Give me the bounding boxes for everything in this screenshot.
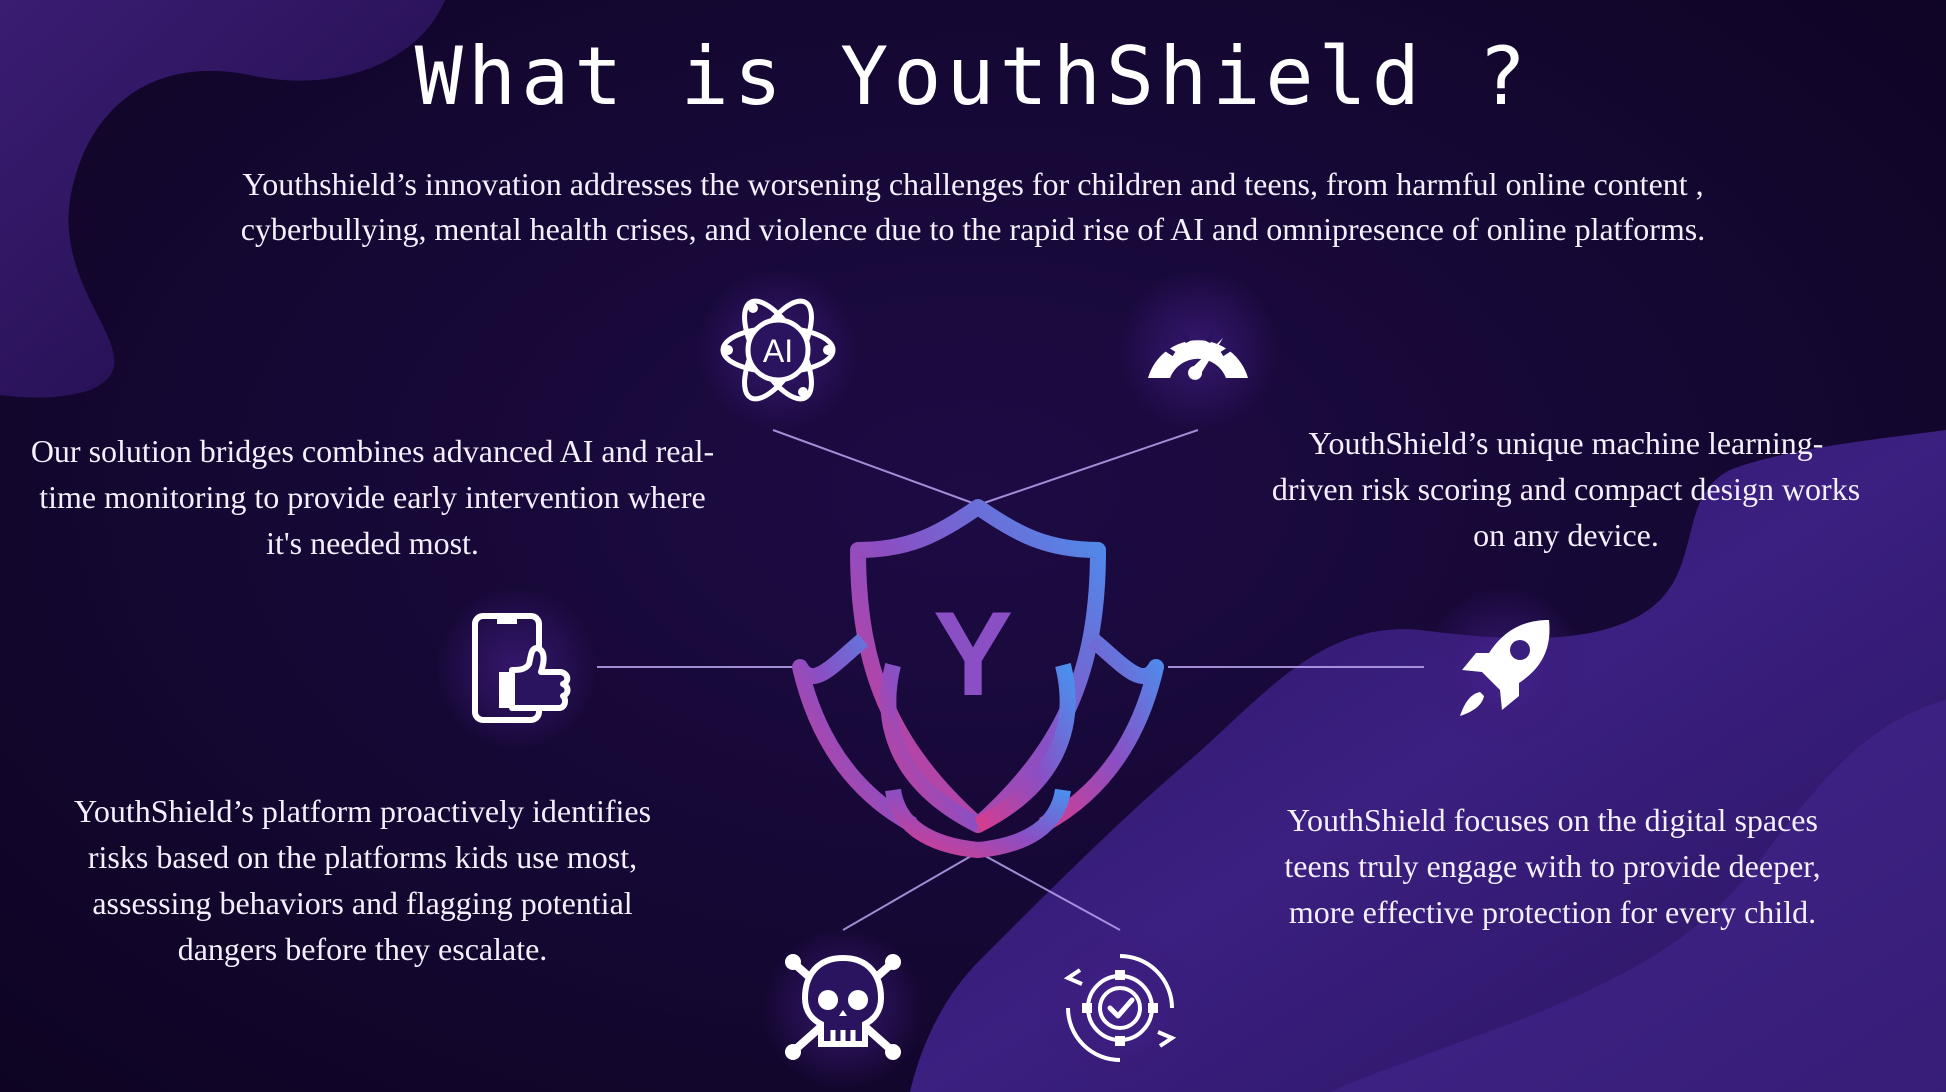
connector-gauge bbox=[977, 429, 1199, 506]
gear-check-icon bbox=[1063, 954, 1177, 1062]
connector-gear bbox=[977, 851, 1121, 931]
feature-digital-spaces: YouthShield focuses on the digital space… bbox=[1284, 802, 1821, 930]
connector-ai bbox=[772, 429, 979, 506]
feature-ml-risk-scoring: YouthShield’s unique machine learning-dr… bbox=[1271, 425, 1861, 553]
page-title: What is YouthShield ? bbox=[414, 30, 1532, 123]
feature-platform-risks: YouthShield’s platform proactively ident… bbox=[73, 793, 652, 967]
speedometer-icon bbox=[1148, 324, 1248, 380]
logo-petal-inner-left bbox=[880, 663, 982, 833]
rocket-icon bbox=[1460, 620, 1550, 716]
feature-ai-monitoring: Our solution bridges combines advanced A… bbox=[30, 433, 715, 561]
skull-crossbones-icon bbox=[785, 954, 901, 1060]
intro-paragraph: Youthshield’s innovation addresses the w… bbox=[240, 166, 1706, 247]
logo-petal-right bbox=[1039, 633, 1164, 833]
logo-petal-left bbox=[792, 633, 917, 833]
gear-icon-container bbox=[1040, 928, 1200, 1088]
skull-icon-container bbox=[763, 928, 923, 1088]
logo-petal-bottom bbox=[885, 788, 1071, 858]
connector-skull bbox=[842, 851, 979, 931]
logo-letter: Y bbox=[933, 587, 1013, 721]
blob-top-left bbox=[0, 0, 445, 398]
phone-icon-container bbox=[437, 588, 597, 748]
ai-atom-icon: AI bbox=[720, 298, 836, 402]
blob-bottom-right-highlight bbox=[1330, 700, 1946, 1092]
phone-thumbs-up-icon bbox=[472, 613, 571, 723]
youthshield-logo: Y bbox=[792, 499, 1164, 858]
blob-bottom-right bbox=[910, 430, 1946, 1092]
rocket-icon-container bbox=[1424, 588, 1584, 748]
ai-icon-container: AI bbox=[698, 270, 858, 430]
ai-icon-label: AI bbox=[763, 333, 793, 369]
logo-petal-inner-right bbox=[974, 663, 1076, 833]
gauge-icon-container bbox=[1118, 270, 1278, 430]
